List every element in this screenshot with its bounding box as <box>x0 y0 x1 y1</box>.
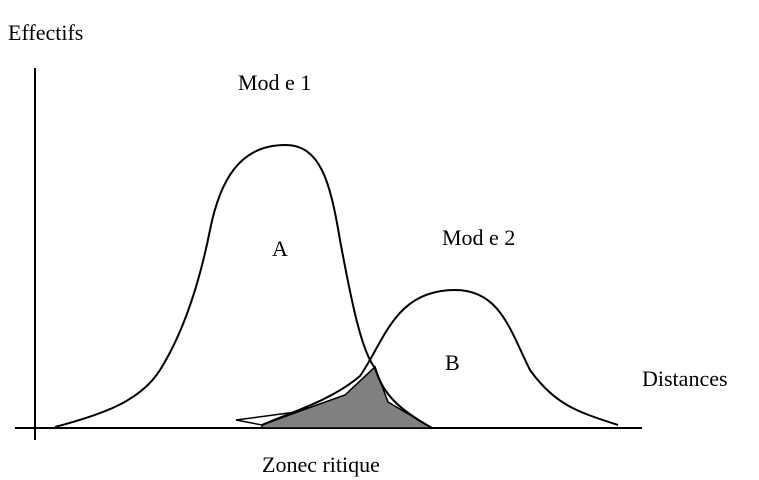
critical-zone <box>261 365 435 429</box>
mode-2-curve <box>261 288 619 426</box>
x-axis-label: Distances <box>642 366 728 391</box>
mode-1-curve <box>54 143 433 429</box>
mode-label: Mod e 1 <box>238 70 311 95</box>
zone-label: Zonec ritique <box>262 452 380 477</box>
region-label: B <box>445 350 460 375</box>
region-label: A <box>272 236 288 261</box>
y-axis-label: Effectifs <box>8 20 83 45</box>
mode-label: Mod e 2 <box>442 225 515 250</box>
